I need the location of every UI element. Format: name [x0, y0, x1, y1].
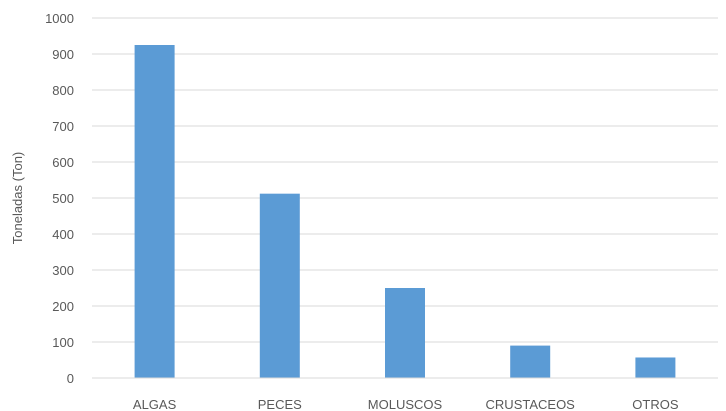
- y-tick-label: 500: [52, 191, 74, 206]
- bar-crustaceos: [510, 345, 551, 378]
- x-tick-label: CRUSTACEOS: [486, 397, 576, 411]
- y-tick-label: 100: [52, 335, 74, 350]
- bar-algas: [134, 45, 175, 378]
- gridlines: [92, 17, 718, 343]
- x-tick-label: MOLUSCOS: [368, 397, 443, 411]
- y-tick-label: 900: [52, 47, 74, 62]
- x-tick-label: ALGAS: [133, 397, 177, 411]
- bar-otros: [635, 357, 676, 378]
- bar-moluscos: [385, 288, 425, 378]
- x-axis-ticks: ALGAS PECES MOLUSCOS CRUSTACEOS OTROS: [133, 397, 679, 411]
- y-tick-label: 700: [52, 119, 74, 134]
- bars: [134, 45, 676, 378]
- y-tick-label: 1000: [45, 11, 74, 26]
- y-axis-title: Toneladas (Ton): [10, 152, 25, 245]
- x-tick-label: OTROS: [632, 397, 679, 411]
- y-tick-label: 0: [67, 371, 74, 386]
- y-tick-label: 200: [52, 299, 74, 314]
- y-tick-label: 600: [52, 155, 74, 170]
- y-axis-ticks: 0 100 200 300 400 500 600 700 800 900 1000: [45, 11, 74, 386]
- y-tick-label: 400: [52, 227, 74, 242]
- x-tick-label: PECES: [258, 397, 302, 411]
- bar-peces: [259, 193, 300, 378]
- y-tick-label: 800: [52, 83, 74, 98]
- y-tick-label: 300: [52, 263, 74, 278]
